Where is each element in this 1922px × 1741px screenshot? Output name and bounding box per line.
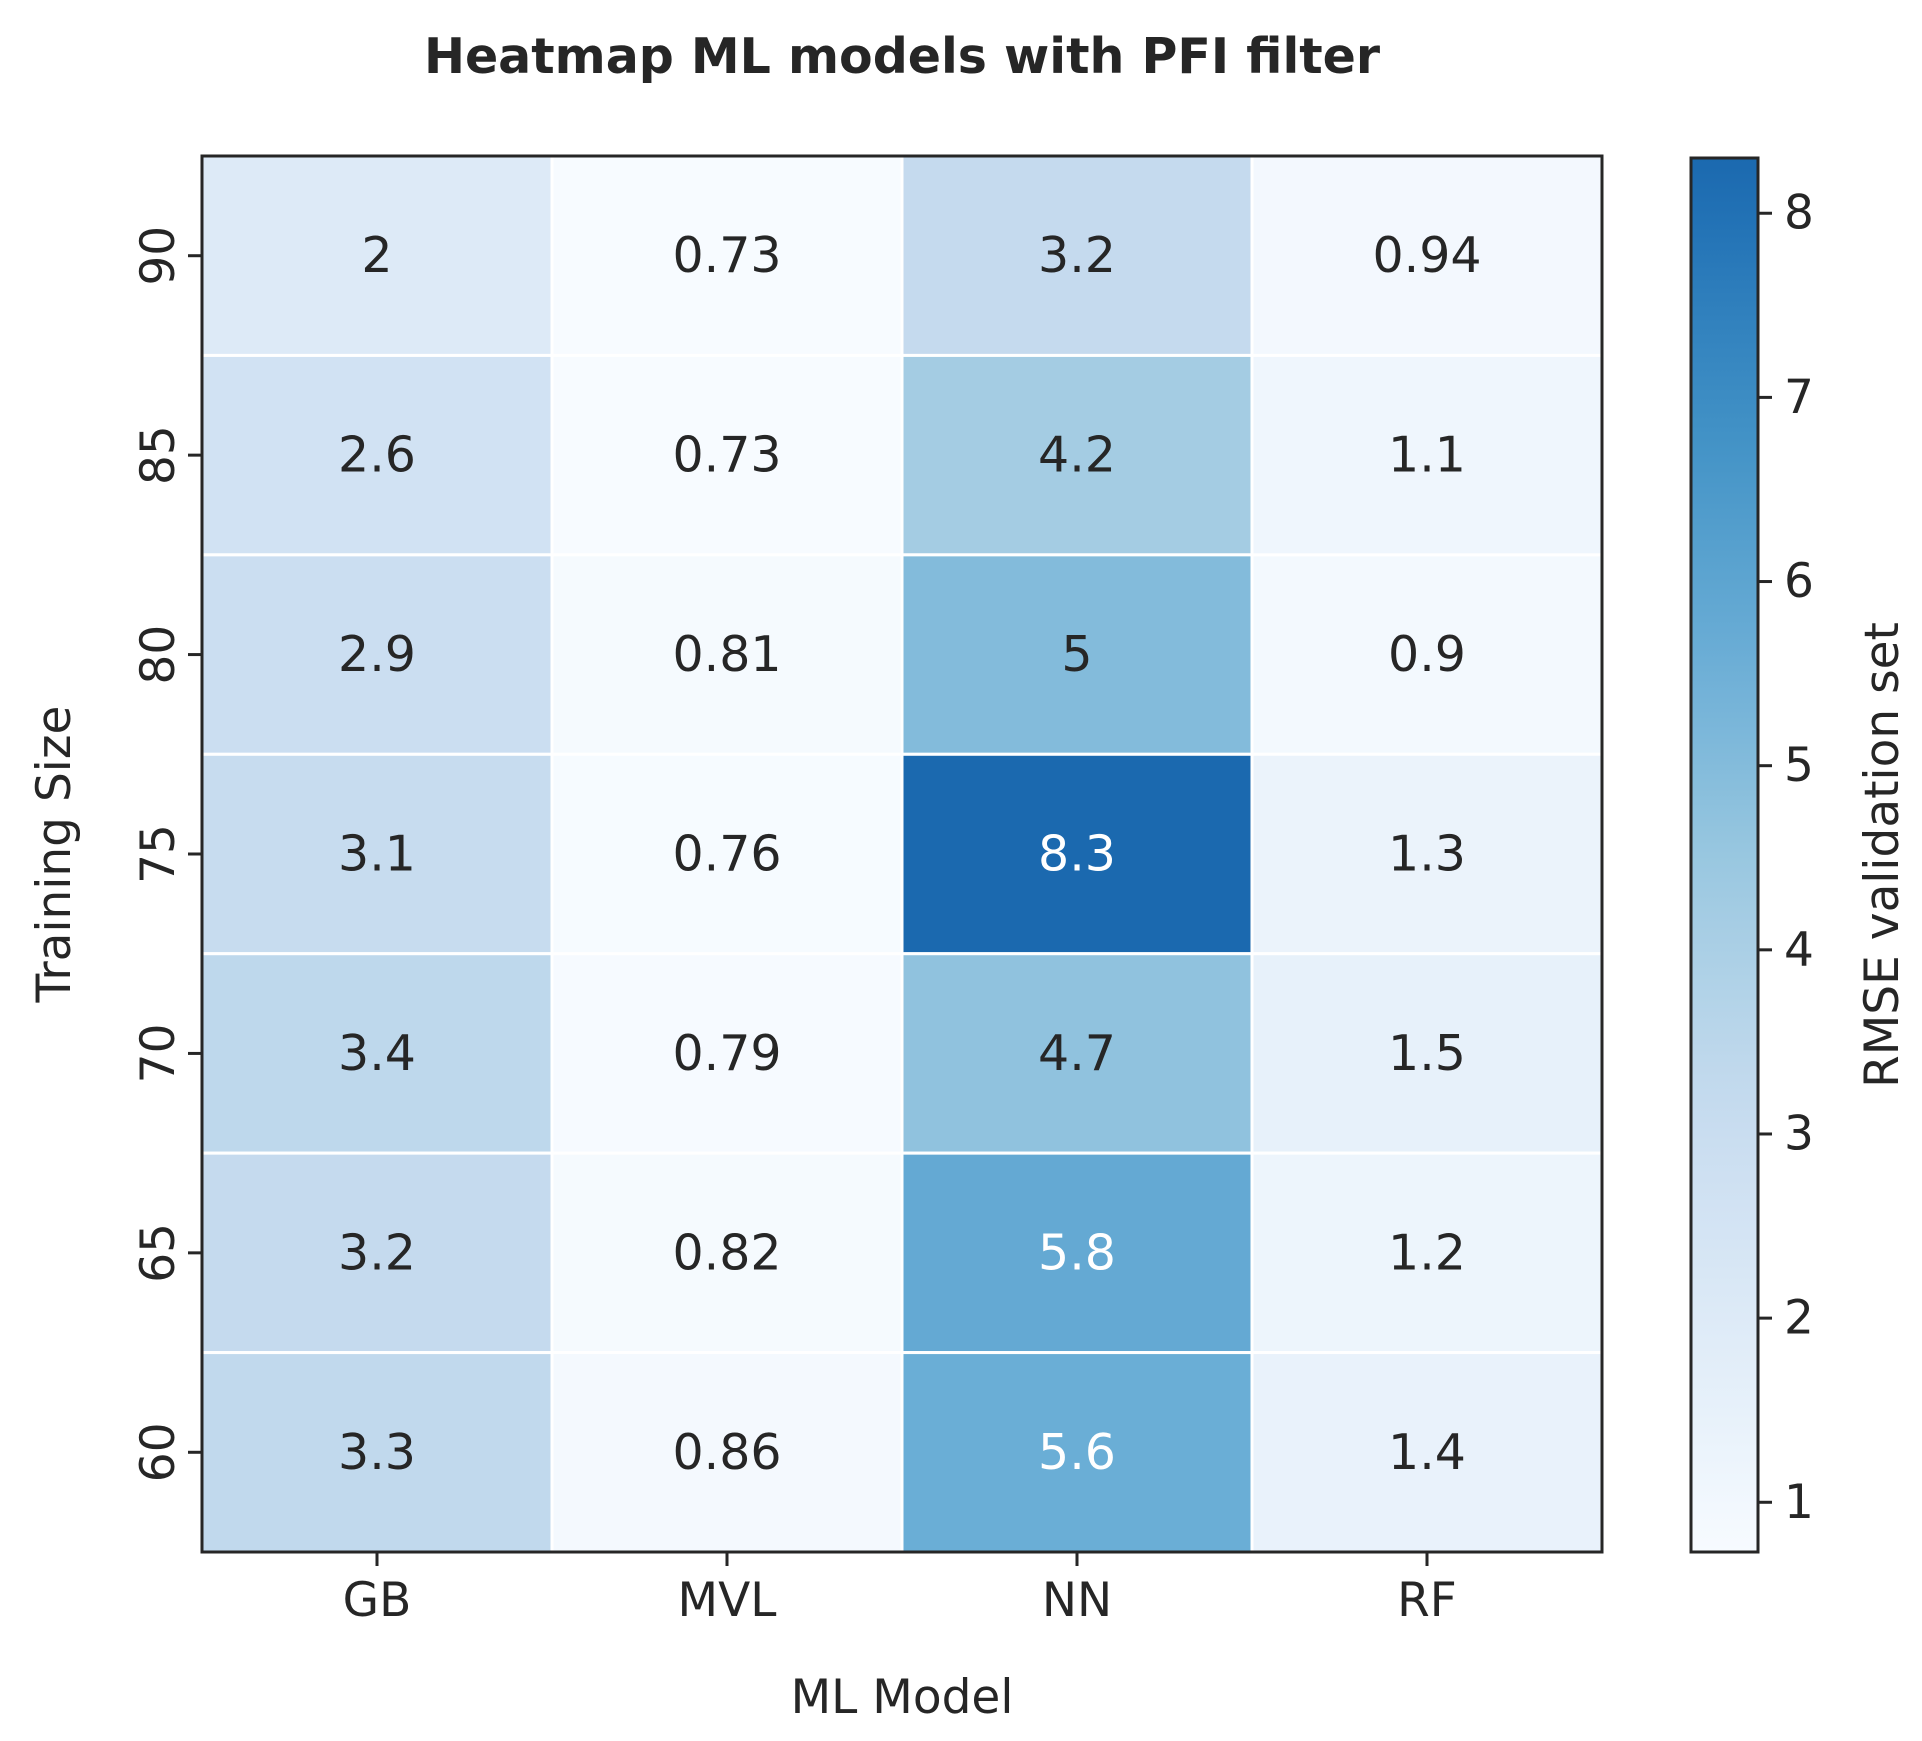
colorbar: [1691, 158, 1758, 1552]
cell-value-label: 0.94: [1372, 227, 1481, 284]
colorbar-tick-label: 3: [1784, 1106, 1814, 1161]
heatmap-cell-RF-85: [1250, 353, 1604, 557]
heatmap-cell-NN-60: [900, 1351, 1254, 1554]
cell-value-label: 4.7: [1038, 1025, 1116, 1082]
cell-value-label: 0.79: [672, 1025, 781, 1082]
cell-value-label: 4.2: [1038, 427, 1116, 484]
cell-value-label: 0.76: [672, 826, 781, 883]
colorbar-tick-label: 6: [1784, 554, 1814, 609]
cell-value-label: 3.4: [338, 1025, 416, 1082]
x-tick-label: RF: [1397, 1573, 1457, 1628]
heatmap-cell-MVL-85: [550, 353, 904, 557]
cell-value-label: 2.9: [338, 626, 416, 683]
heatmap-cell-MVL-90: [550, 154, 904, 357]
x-tick-label: MVL: [678, 1573, 777, 1628]
heatmap-cell-GB-70: [200, 952, 554, 1155]
cell-value-label: 1.1: [1388, 427, 1466, 484]
heatmap-cell-RF-90: [1250, 154, 1604, 357]
heatmap-cell-RF-60: [1250, 1351, 1604, 1554]
colorbar-tick-label: 8: [1784, 186, 1814, 241]
colorbar-tick-label: 7: [1784, 370, 1814, 425]
colorbar-tick-label: 2: [1784, 1291, 1814, 1346]
cell-value-label: 5.6: [1038, 1424, 1116, 1481]
y-tick-label: 75: [131, 824, 186, 884]
heatmap-cell-RF-80: [1250, 553, 1604, 756]
heatmap-cell-NN-65: [900, 1151, 1254, 1355]
heatmap-cell-NN-70: [900, 952, 1254, 1155]
cell-value-label: 0.82: [672, 1224, 781, 1281]
cell-value-label: 0.81: [672, 626, 781, 683]
y-tick-label: 65: [131, 1223, 186, 1283]
heatmap-cell-MVL-75: [550, 752, 904, 956]
heatmap-cell-GB-90: [200, 154, 554, 357]
cell-value-label: 1.3: [1388, 826, 1466, 883]
cell-value-label: 3.1: [338, 826, 416, 883]
y-tick-label: 90: [131, 226, 186, 286]
colorbar-tick-label: 5: [1784, 738, 1814, 793]
x-tick-label: GB: [343, 1573, 412, 1628]
cell-value-label: 2.6: [338, 427, 416, 484]
heatmap-cell-GB-75: [200, 752, 554, 956]
colorbar-label: RMSE validation set: [1855, 622, 1910, 1088]
colorbar-frame: [1689, 156, 1760, 1554]
heatmap-cell-RF-75: [1250, 752, 1604, 956]
cell-value-label: 0.73: [672, 427, 781, 484]
cell-value-label: 5.8: [1038, 1224, 1116, 1281]
colorbar-tick-label: 4: [1784, 922, 1814, 977]
cell-value-label: 5: [1061, 626, 1092, 683]
cell-value-label: 8.3: [1038, 826, 1116, 883]
heatmap-cell-RF-70: [1250, 952, 1604, 1155]
x-tick-label: NN: [1042, 1573, 1112, 1628]
chart-title: Heatmap ML models with PFI filter: [424, 28, 1381, 85]
cell-value-label: 2: [361, 227, 392, 284]
cell-value-label: 3.2: [338, 1224, 416, 1281]
y-tick-label: 80: [131, 625, 186, 685]
colorbar-ticks: 1 2 3 4 5 6 7 8: [1758, 186, 1814, 1530]
cell-value-label: 0.9: [1388, 626, 1466, 683]
cell-value-label: 1.5: [1388, 1025, 1466, 1082]
y-tick-label: 85: [131, 425, 186, 485]
y-axis-ticks: 90 85 80 75 70 65 60: [131, 226, 202, 1482]
cell-value-label: 1.4: [1388, 1424, 1466, 1481]
heatmap-cell-labels: 2 0.73 3.2 0.94 2.6 0.73 4.2 1.1 2.9 0.81 5 0.9 3.1 0…: [338, 227, 1482, 1481]
cell-value-label: 0.73: [672, 227, 781, 284]
y-tick-label: 60: [131, 1422, 186, 1482]
y-axis-label: Training Size: [27, 706, 82, 1004]
heatmap-cell-MVL-70: [550, 952, 904, 1155]
heatmap-cell-MVL-65: [550, 1151, 904, 1355]
heatmap-cell-GB-85: [200, 353, 554, 557]
heatmap-cell-GB-65: [200, 1151, 554, 1355]
y-tick-label: 70: [131, 1024, 186, 1084]
cell-value-label: 3.3: [338, 1424, 416, 1481]
cell-value-label: 0.86: [672, 1424, 781, 1481]
x-axis-label: ML Model: [791, 1670, 1014, 1725]
cell-value-label: 1.2: [1388, 1224, 1466, 1281]
heatmap-cells: [200, 154, 1604, 1554]
x-axis-ticks: GB MVL NN RF: [343, 1552, 1457, 1628]
heatmap-cell-GB-60: [200, 1351, 554, 1554]
cell-value-label: 3.2: [1038, 227, 1116, 284]
colorbar-tick-label: 1: [1784, 1475, 1814, 1530]
heatmap-cell-MVL-80: [550, 553, 904, 756]
